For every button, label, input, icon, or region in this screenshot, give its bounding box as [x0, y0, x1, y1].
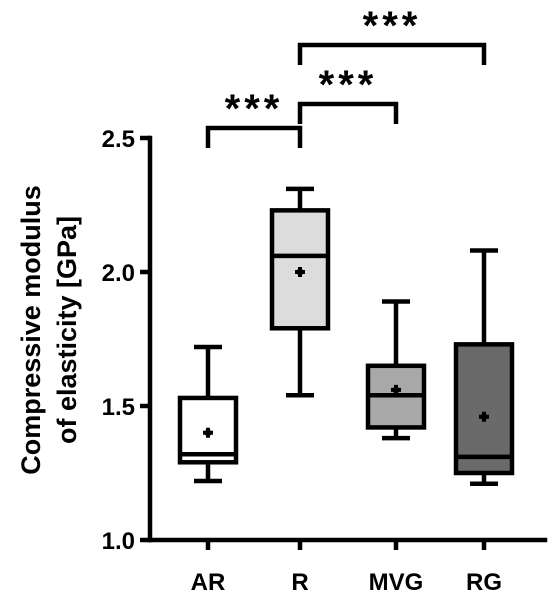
- boxes: [177, 186, 515, 486]
- x-tick-label-rg: RG: [466, 569, 502, 596]
- significance-label: ***: [225, 87, 284, 131]
- y-axis-label-line: of elasticity [GPa]: [52, 216, 82, 444]
- y-tick-label: 2.0: [102, 260, 135, 287]
- box-r: [269, 186, 331, 398]
- significance-label: ***: [319, 63, 378, 107]
- mean-dot: [392, 386, 400, 394]
- bracket-line: [297, 42, 487, 65]
- significance-bracket-ar-r: ***: [205, 87, 303, 148]
- box-mvg: [365, 299, 427, 441]
- significance-bracket-r-mvg: ***: [297, 63, 399, 124]
- bracket-line: [205, 125, 303, 148]
- significance-bracket-r-rg: ***: [297, 4, 487, 65]
- mean-dot: [480, 413, 488, 421]
- x-tick-label-mvg: MVG: [369, 569, 424, 596]
- box-ar: [177, 344, 239, 484]
- x-tick-label-r: R: [291, 569, 308, 596]
- y-tick-label: 1.0: [102, 528, 135, 555]
- y-axis-label-line: Compressive modulus: [16, 185, 46, 475]
- x-tick-label-ar: AR: [191, 569, 226, 596]
- significance-label: ***: [363, 4, 422, 48]
- box-rg: [453, 248, 515, 486]
- y-tick-label: 2.5: [102, 126, 135, 153]
- axes: 1.0 1.5 2.0 2.5 AR R MVG RG: [102, 126, 548, 596]
- mean-dot: [296, 268, 304, 276]
- iqr-box: [453, 342, 515, 476]
- y-tick-label: 1.5: [102, 394, 135, 421]
- significance-brackets: *** *** ***: [205, 4, 487, 148]
- y-axis-label: Compressive modulus of elasticity [GPa]: [16, 185, 82, 475]
- mean-dot: [204, 429, 212, 437]
- bracket-line: [297, 101, 399, 124]
